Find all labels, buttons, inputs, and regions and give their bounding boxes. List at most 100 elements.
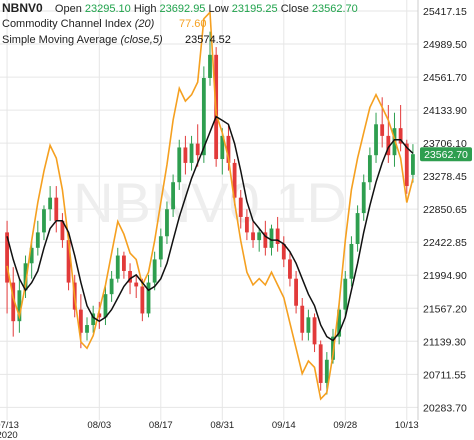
candle-body: [42, 209, 46, 233]
candle-body: [226, 135, 231, 163]
candle: [251, 220, 255, 248]
candle: [60, 213, 65, 248]
candle-body: [263, 232, 268, 248]
candle: [275, 216, 280, 252]
candle-body: [251, 232, 255, 241]
low-value: 23195.25: [231, 3, 278, 15]
candle: [281, 236, 286, 268]
cci-value: 77.60: [179, 18, 207, 30]
candle: [122, 251, 126, 279]
candle: [263, 220, 268, 256]
candle: [146, 274, 151, 318]
open-label: Open: [54, 3, 82, 15]
y-tick-label: 24561.70: [423, 72, 467, 84]
candle-body: [134, 282, 139, 287]
candle-body: [171, 182, 176, 210]
candle-body: [17, 290, 22, 322]
candle: [29, 240, 34, 279]
candle: [195, 124, 200, 167]
candle-body: [189, 143, 194, 163]
candle: [238, 189, 243, 229]
y-tick-label: 21139.30: [423, 336, 466, 348]
y-tick-label: 20711.55: [423, 369, 466, 381]
candle-body: [66, 240, 71, 283]
cci-line: [6, 10, 414, 401]
candle: [306, 309, 311, 341]
candle: [85, 317, 89, 341]
candle: [42, 205, 46, 241]
candle: [152, 251, 157, 291]
candle: [177, 139, 182, 190]
candle: [288, 251, 292, 287]
candle-body: [306, 317, 311, 333]
legend-sma[interactable]: Simple Moving Average (close,5): [2, 34, 163, 46]
sma-line: [6, 115, 414, 342]
candle-body: [158, 236, 163, 260]
candle-body: [318, 344, 323, 383]
y-axis: 25417.15 24989.50 24561.70 24133.90 23706.10…: [423, 6, 467, 414]
candle: [257, 228, 262, 252]
candle-body: [220, 135, 225, 160]
candle: [374, 112, 378, 163]
candle-body: [48, 197, 53, 210]
sma-label: Simple Moving Average: [2, 34, 118, 46]
candle-body: [78, 309, 83, 333]
candle-body: [398, 128, 403, 144]
x-tick-label: 07/13: [0, 420, 19, 431]
candle-body: [109, 278, 114, 295]
low-label: Low: [208, 3, 229, 15]
candle-body: [85, 325, 89, 333]
chart-grid: [0, 0, 419, 420]
sma-value: 23574.52: [185, 34, 231, 46]
candle-body: [165, 209, 169, 237]
candle-body: [411, 154, 415, 175]
candle: [134, 274, 139, 299]
candle-body: [244, 216, 249, 233]
candle-body: [361, 182, 366, 214]
legend-cci[interactable]: Commodity Channel Index (20): [2, 18, 154, 30]
candle: [97, 301, 102, 329]
close-label: Close: [280, 3, 309, 15]
candle-body: [275, 228, 280, 244]
sma-polyline: [6, 115, 414, 342]
candle-body: [380, 124, 385, 136]
candle-body: [60, 220, 65, 241]
y-tick-label: 22850.65: [423, 204, 467, 216]
candle-body: [374, 124, 378, 156]
candle-body: [288, 259, 292, 279]
candle-body: [312, 317, 317, 345]
candle: [318, 340, 323, 391]
candle-body: [386, 135, 391, 156]
cci-param: (20): [134, 18, 155, 30]
y-tick-label: 20283.70: [423, 402, 467, 414]
candle: [183, 135, 188, 175]
last-price-label: 23562.70: [424, 149, 468, 161]
candle: [343, 270, 348, 318]
y-tick-label: 21994.90: [423, 270, 467, 282]
candle-body: [152, 259, 157, 283]
y-tick-label: 23278.45: [423, 171, 467, 183]
high-value: 23692.95: [159, 3, 206, 15]
candle: [54, 186, 59, 233]
candle: [411, 144, 415, 183]
candle: [404, 139, 409, 194]
candle: [244, 209, 249, 241]
candle-body: [257, 232, 262, 241]
candle: [158, 228, 163, 268]
candle-body: [97, 313, 102, 318]
y-tick-label: 24989.50: [423, 39, 467, 51]
candle: [361, 174, 366, 221]
candle: [115, 247, 120, 283]
close-value: 23562.70: [311, 3, 358, 15]
x-tick-label: 09/14: [272, 420, 296, 431]
y-tick-label: 25417.15: [423, 6, 467, 18]
x-tick-label: 08/17: [149, 420, 173, 431]
candle: [355, 205, 360, 252]
candle: [386, 105, 391, 163]
candle: [11, 267, 16, 337]
candle-body: [232, 162, 237, 198]
candle-body: [355, 213, 360, 244]
candle-body: [337, 309, 342, 337]
cci-polyline: [6, 10, 414, 401]
